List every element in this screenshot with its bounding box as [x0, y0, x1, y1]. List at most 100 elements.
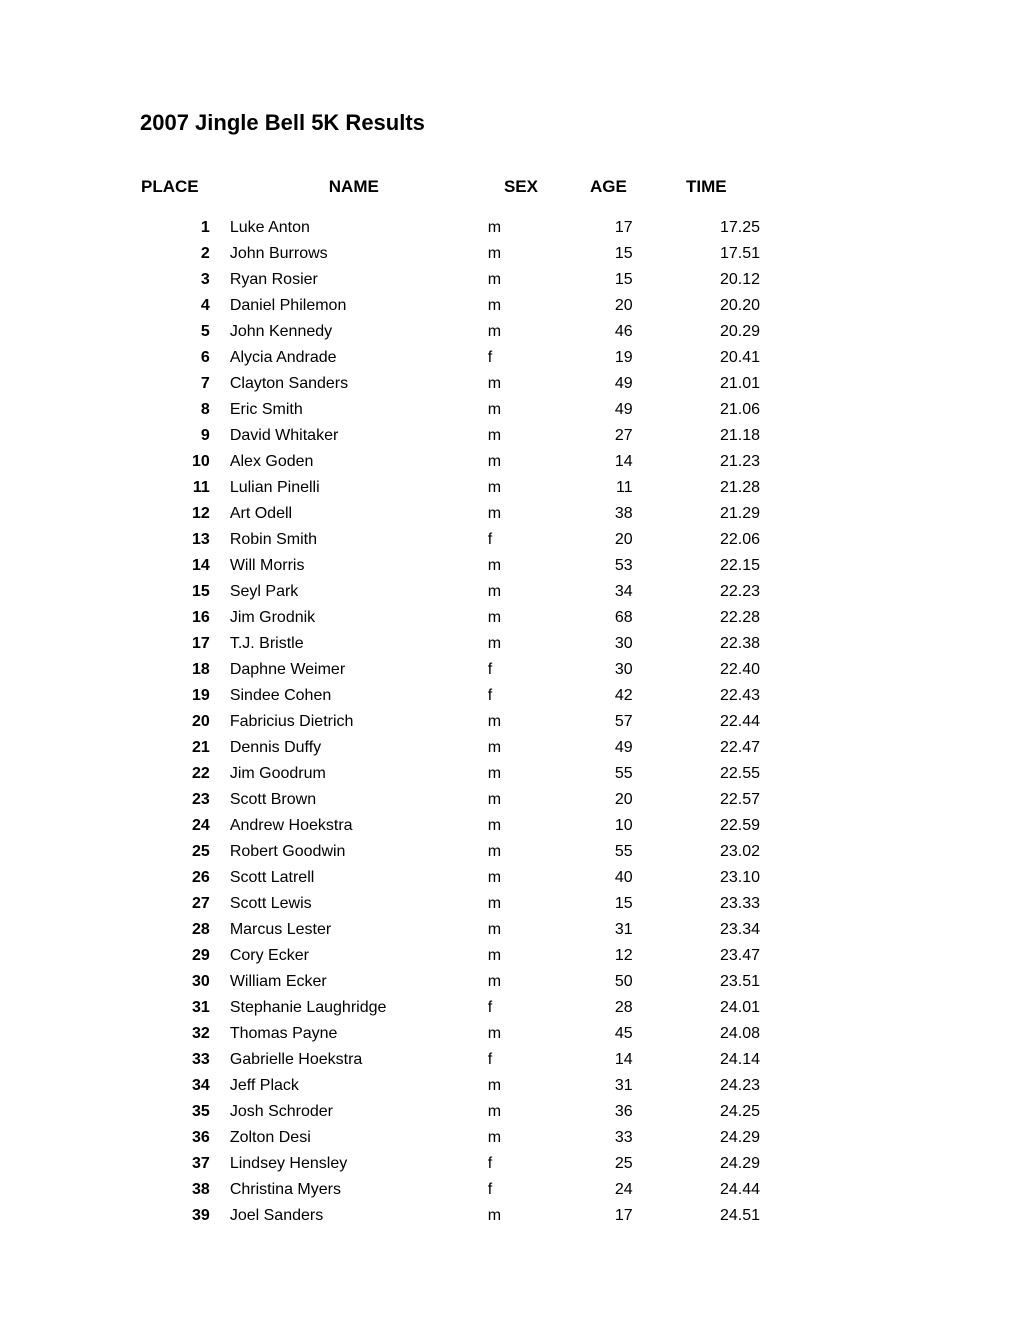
cell-place: 24 [140, 813, 230, 839]
cell-age: 45 [564, 1021, 652, 1047]
cell-place: 27 [140, 891, 230, 917]
cell-place: 4 [140, 293, 230, 319]
cell-name: Zolton Desi [230, 1125, 478, 1151]
cell-sex: f [478, 995, 564, 1021]
cell-sex: f [478, 345, 564, 371]
cell-name: Scott Latrell [230, 865, 478, 891]
cell-name: Sindee Cohen [230, 683, 478, 709]
cell-time: 24.14 [653, 1047, 760, 1073]
cell-place: 7 [140, 371, 230, 397]
table-header: PLACE NAME SEX AGE TIME [140, 176, 760, 215]
cell-name: Lulian Pinelli [230, 475, 478, 501]
page-container: 2007 Jingle Bell 5K Results PLACE NAME S… [0, 0, 1020, 1229]
cell-sex: m [478, 735, 564, 761]
cell-place: 32 [140, 1021, 230, 1047]
cell-name: Thomas Payne [230, 1021, 478, 1047]
cell-sex: m [478, 475, 564, 501]
cell-time: 23.34 [653, 917, 760, 943]
cell-name: Art Odell [230, 501, 478, 527]
cell-place: 20 [140, 709, 230, 735]
cell-place: 31 [140, 995, 230, 1021]
cell-time: 20.12 [653, 267, 760, 293]
cell-sex: f [478, 1151, 564, 1177]
cell-place: 5 [140, 319, 230, 345]
cell-place: 11 [140, 475, 230, 501]
table-row: 39Joel Sandersm1724.51 [140, 1203, 760, 1229]
cell-name: Andrew Hoekstra [230, 813, 478, 839]
cell-age: 50 [564, 969, 652, 995]
cell-sex: m [478, 969, 564, 995]
cell-time: 24.08 [653, 1021, 760, 1047]
table-row: 16Jim Grodnikm6822.28 [140, 605, 760, 631]
header-sex: SEX [478, 176, 564, 215]
cell-age: 15 [564, 891, 652, 917]
cell-place: 36 [140, 1125, 230, 1151]
cell-sex: m [478, 241, 564, 267]
cell-name: Gabrielle Hoekstra [230, 1047, 478, 1073]
cell-age: 17 [564, 1203, 652, 1229]
cell-time: 23.51 [653, 969, 760, 995]
cell-place: 15 [140, 579, 230, 605]
table-row: 26Scott Latrellm4023.10 [140, 865, 760, 891]
cell-time: 22.40 [653, 657, 760, 683]
cell-age: 33 [564, 1125, 652, 1151]
cell-name: Christina Myers [230, 1177, 478, 1203]
cell-sex: m [478, 839, 564, 865]
cell-place: 21 [140, 735, 230, 761]
table-row: 36Zolton Desim3324.29 [140, 1125, 760, 1151]
cell-age: 14 [564, 449, 652, 475]
cell-place: 2 [140, 241, 230, 267]
cell-age: 53 [564, 553, 652, 579]
cell-name: Jim Goodrum [230, 761, 478, 787]
cell-age: 30 [564, 657, 652, 683]
cell-place: 13 [140, 527, 230, 553]
cell-sex: f [478, 1047, 564, 1073]
cell-place: 23 [140, 787, 230, 813]
table-row: 14Will Morrism5322.15 [140, 553, 760, 579]
cell-sex: m [478, 449, 564, 475]
cell-place: 8 [140, 397, 230, 423]
cell-time: 22.47 [653, 735, 760, 761]
cell-name: John Burrows [230, 241, 478, 267]
page-title: 2007 Jingle Bell 5K Results [140, 110, 880, 136]
cell-age: 19 [564, 345, 652, 371]
cell-age: 14 [564, 1047, 652, 1073]
table-row: 21Dennis Duffym4922.47 [140, 735, 760, 761]
cell-name: Josh Schroder [230, 1099, 478, 1125]
cell-time: 21.01 [653, 371, 760, 397]
cell-time: 17.51 [653, 241, 760, 267]
cell-time: 24.01 [653, 995, 760, 1021]
cell-age: 15 [564, 241, 652, 267]
cell-age: 49 [564, 397, 652, 423]
cell-age: 31 [564, 917, 652, 943]
cell-sex: m [478, 579, 564, 605]
cell-name: David Whitaker [230, 423, 478, 449]
cell-time: 21.23 [653, 449, 760, 475]
cell-time: 22.28 [653, 605, 760, 631]
cell-place: 10 [140, 449, 230, 475]
cell-age: 30 [564, 631, 652, 657]
header-age: AGE [564, 176, 652, 215]
cell-time: 23.47 [653, 943, 760, 969]
cell-time: 22.15 [653, 553, 760, 579]
cell-time: 24.25 [653, 1099, 760, 1125]
cell-age: 28 [564, 995, 652, 1021]
table-row: 1Luke Antonm1717.25 [140, 215, 760, 241]
table-row: 9David Whitakerm2721.18 [140, 423, 760, 449]
cell-age: 31 [564, 1073, 652, 1099]
table-row: 34Jeff Plackm3124.23 [140, 1073, 760, 1099]
cell-age: 36 [564, 1099, 652, 1125]
cell-place: 34 [140, 1073, 230, 1099]
table-row: 37Lindsey Hensleyf2524.29 [140, 1151, 760, 1177]
cell-time: 21.06 [653, 397, 760, 423]
cell-name: Daniel Philemon [230, 293, 478, 319]
cell-time: 21.18 [653, 423, 760, 449]
cell-place: 22 [140, 761, 230, 787]
table-row: 22Jim Goodrumm5522.55 [140, 761, 760, 787]
cell-age: 57 [564, 709, 652, 735]
cell-name: Stephanie Laughridge [230, 995, 478, 1021]
table-row: 13Robin Smithf2022.06 [140, 527, 760, 553]
table-row: 32Thomas Paynem4524.08 [140, 1021, 760, 1047]
cell-sex: m [478, 787, 564, 813]
cell-age: 49 [564, 371, 652, 397]
